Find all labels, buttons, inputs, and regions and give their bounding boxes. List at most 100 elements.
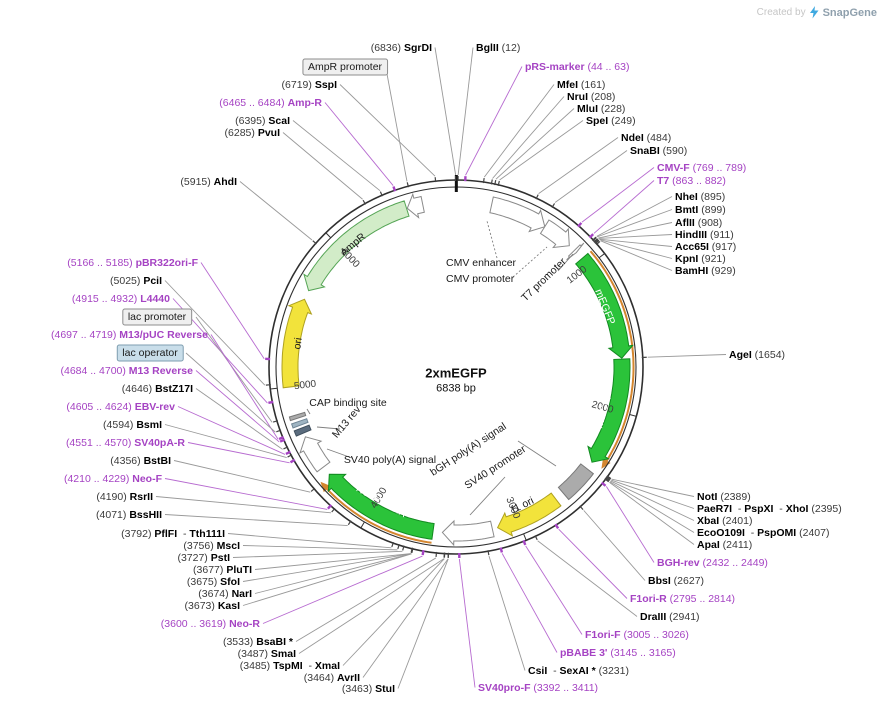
feature-neor-kanr[interactable] xyxy=(327,473,435,540)
enzyme-site-label[interactable]: (3756) MscI xyxy=(183,540,240,552)
site-position: (3673) xyxy=(185,600,218,612)
tick-mark xyxy=(270,387,278,390)
enzyme-site-label[interactable]: (3675) SfoI xyxy=(187,576,240,588)
feature-m13-rev[interactable] xyxy=(293,424,312,437)
site-position: (6719) xyxy=(282,79,315,91)
enzyme-site-label[interactable]: DraIII (2941) xyxy=(640,611,700,623)
tick-mark xyxy=(523,533,527,541)
enzyme-site-label[interactable]: (6719) SspI xyxy=(282,79,338,91)
enzyme-site-label[interactable]: (3792) PflFI - Tth111I xyxy=(121,528,225,540)
enzyme-site-label[interactable]: NruI (208) xyxy=(567,91,615,103)
feature-cap-binding-site[interactable] xyxy=(288,411,307,422)
enzyme-site-label[interactable]: BmtI (899) xyxy=(675,204,726,216)
enzyme-site-label[interactable]: (4190) RsrII xyxy=(96,491,153,503)
primer-label[interactable]: pBABE 3' (3145 .. 3165) xyxy=(560,647,676,659)
enzyme-site-label[interactable]: (3727) PstI xyxy=(177,552,230,564)
feature-bgh-poly-a-signal[interactable] xyxy=(557,463,595,501)
feature-f1-ori[interactable] xyxy=(496,492,562,537)
enzyme-site-label[interactable]: (3463) StuI xyxy=(342,683,395,695)
site-position: (4210 .. 4229) xyxy=(64,473,132,485)
feature-label[interactable]: T7 promoter xyxy=(519,255,569,304)
feature-label[interactable]: CAP binding site xyxy=(309,397,387,409)
primer-label[interactable]: F1ori-F (3005 .. 3026) xyxy=(585,629,689,641)
enzyme-site-label[interactable]: SpeI (249) xyxy=(586,115,636,127)
enzyme-site-label[interactable]: (3487) SmaI xyxy=(238,648,296,660)
enzyme-site-label[interactable]: (6395) ScaI xyxy=(235,115,290,127)
feature-label[interactable]: ori xyxy=(291,337,305,350)
enzyme-site-label[interactable]: (3464) AvrII xyxy=(304,672,360,684)
primer-label[interactable]: T7 (863 .. 882) xyxy=(657,175,726,187)
enzyme-site-label[interactable]: EcoO109I - PspOMI (2407) xyxy=(697,527,830,539)
enzyme-site-label[interactable]: NheI (895) xyxy=(675,191,725,203)
primer-label[interactable]: (4551 .. 4570) SV40pA-R xyxy=(66,437,185,449)
primer-label[interactable]: (4210 .. 4229) Neo-F xyxy=(64,473,163,485)
enzyme-site-label[interactable]: (5025) PciI xyxy=(110,275,162,287)
enzyme-site-label[interactable]: Acc65I (917) xyxy=(675,241,736,253)
enzyme-site-label[interactable]: AgeI (1654) xyxy=(729,349,785,361)
enzyme-site-label[interactable]: PaeR7I - PspXI - XhoI (2395) xyxy=(697,503,842,515)
enzyme-site-label[interactable]: NotI (2389) xyxy=(697,491,751,503)
feature-ampr[interactable] xyxy=(303,200,410,292)
enzyme-site-label[interactable]: AflII (908) xyxy=(675,217,722,229)
enzyme-site-label[interactable]: CsiI - SexAI * (3231) xyxy=(528,665,629,677)
primer-label[interactable]: (6465 .. 6484) Amp-R xyxy=(219,97,322,109)
primer-label[interactable]: SV40pro-F (3392 .. 3411) xyxy=(478,682,598,694)
enzyme-site-label[interactable]: (5915) AhdI xyxy=(180,176,237,188)
enzyme-site-label[interactable]: (6836) SgrDI xyxy=(371,42,432,54)
enzyme-site-label[interactable]: ApaI (2411) xyxy=(697,539,752,551)
site-mark xyxy=(362,199,367,205)
feature-megfp[interactable] xyxy=(574,252,634,359)
enzyme-site-label[interactable]: (3677) PluTI xyxy=(193,564,252,576)
enzyme-site-label[interactable]: (4356) BstBI xyxy=(110,455,171,467)
feature-sv40-poly-a-signal[interactable] xyxy=(299,436,331,473)
enzyme-site-label[interactable]: (3533) BsaBI * xyxy=(223,636,294,648)
site-mark xyxy=(287,454,293,458)
enzyme-site-label[interactable]: (6285) PvuI xyxy=(225,127,281,139)
primer-label[interactable]: CMV-F (769 .. 789) xyxy=(657,162,746,174)
feature-box-label[interactable]: AmpR promoter xyxy=(308,61,383,73)
site-name: SnaBI xyxy=(630,145,660,157)
feature-box-label[interactable]: lac operator xyxy=(122,347,178,359)
site-position: (769 .. 789) xyxy=(690,162,747,174)
feature-label[interactable]: CMV promoter xyxy=(446,273,515,285)
primer-label[interactable]: (5166 .. 5185) pBR322ori-F xyxy=(67,257,198,269)
enzyme-site-label[interactable]: KpnI (921) xyxy=(675,253,726,265)
enzyme-site-label[interactable]: BbsI (2627) xyxy=(648,575,704,587)
feature-ampr-promoter[interactable] xyxy=(406,192,425,219)
primer-label[interactable]: BGH-rev (2432 .. 2449) xyxy=(657,557,768,569)
feature-ori[interactable] xyxy=(281,298,313,389)
enzyme-site-label[interactable]: MfeI (161) xyxy=(557,79,605,91)
site-mark xyxy=(497,180,500,186)
site-name: StuI xyxy=(375,683,395,695)
feature-label[interactable]: CMV enhancer xyxy=(446,257,517,269)
enzyme-site-label[interactable]: (4646) BstZ17I xyxy=(122,383,193,395)
feature-cmv-enhancer[interactable] xyxy=(489,196,546,233)
feature-sv40-promoter[interactable] xyxy=(441,519,495,547)
enzyme-site-label[interactable]: XbaI (2401) xyxy=(697,515,752,527)
enzyme-site-label[interactable]: BglII (12) xyxy=(476,42,520,54)
primer-label[interactable]: pRS-marker (44 .. 63) xyxy=(525,61,629,73)
feature-box-label[interactable]: lac promoter xyxy=(128,311,187,323)
primer-label[interactable]: (4684 .. 4700) M13 Reverse xyxy=(60,365,193,377)
enzyme-site-label[interactable]: (4594) BsmI xyxy=(103,419,162,431)
enzyme-site-label[interactable]: (3485) TspMI - XmaI xyxy=(240,660,340,672)
feature-lac-operator[interactable] xyxy=(290,418,309,429)
enzyme-site-label[interactable]: (3674) NarI xyxy=(198,588,252,600)
site-position: (4071) xyxy=(96,509,129,521)
primer-label[interactable]: (4605 .. 4624) EBV-rev xyxy=(66,401,175,413)
feature-megfp[interactable] xyxy=(587,358,631,463)
enzyme-site-label[interactable]: (4071) BssHII xyxy=(96,509,162,521)
enzyme-site-label[interactable]: BamHI (929) xyxy=(675,265,736,277)
enzyme-site-label[interactable]: HindIII (911) xyxy=(675,229,734,241)
primer-label[interactable]: (3600 .. 3619) Neo-R xyxy=(161,618,261,630)
enzyme-site-label[interactable]: NdeI (484) xyxy=(621,132,671,144)
callout-line xyxy=(295,557,437,642)
primer-label[interactable]: (4915 .. 4932) L4440 xyxy=(72,293,170,305)
enzyme-site-label[interactable]: SnaBI (590) xyxy=(630,145,687,157)
feature-label[interactable]: SV40 poly(A) signal xyxy=(344,454,436,466)
primer-label[interactable]: (4697 .. 4719) M13/pUC Reverse xyxy=(51,329,208,341)
enzyme-site-label[interactable]: MluI (228) xyxy=(577,103,625,115)
primer-label[interactable]: F1ori-R (2795 .. 2814) xyxy=(630,593,735,605)
enzyme-site-label[interactable]: (3673) KasI xyxy=(185,600,241,612)
feature-cmv-promoter[interactable] xyxy=(539,219,570,249)
